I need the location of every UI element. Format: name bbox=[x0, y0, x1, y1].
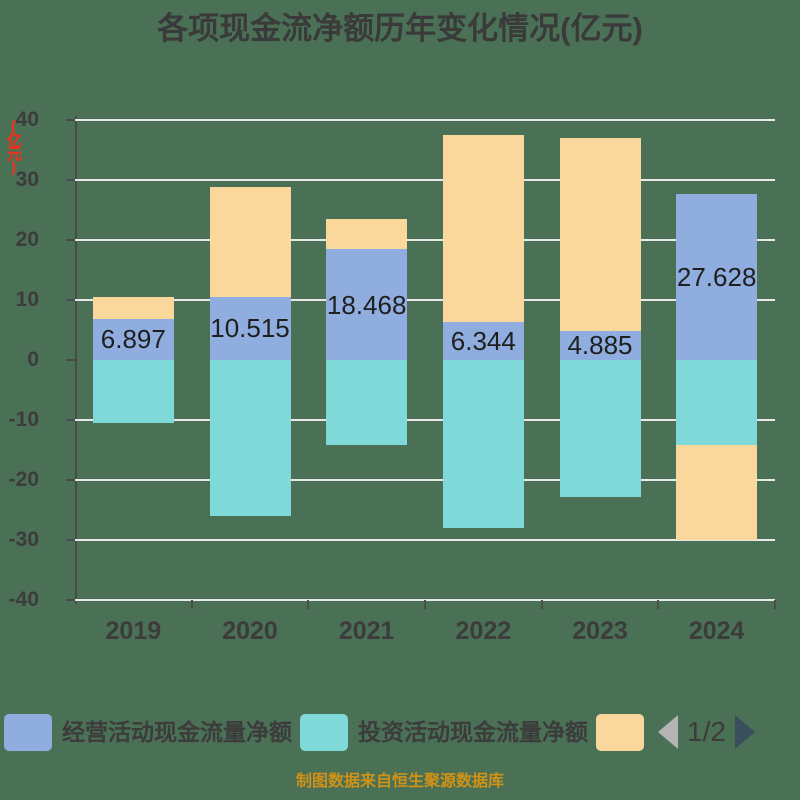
x-axis-label-2023: 2023 bbox=[572, 617, 628, 645]
y-axis-unit-label: (亿元) bbox=[5, 118, 22, 174]
bar-group[interactable]: 18.468 bbox=[326, 120, 408, 600]
y-axis-tick bbox=[66, 359, 75, 361]
page-title: 各项现金流净额历年变化情况(亿元) bbox=[157, 11, 643, 46]
bar-group[interactable]: 10.515 bbox=[209, 120, 291, 600]
gridline bbox=[75, 479, 775, 481]
y-axis-tick-label: -20 bbox=[8, 468, 39, 491]
x-axis-label-2021: 2021 bbox=[338, 617, 395, 645]
y-axis-tick-label: 0 bbox=[27, 348, 39, 371]
bar-segment-financing[interactable] bbox=[676, 445, 758, 540]
bar-segment-investing[interactable] bbox=[559, 360, 641, 497]
gridline bbox=[75, 119, 775, 121]
y-axis-tick bbox=[66, 119, 75, 121]
x-axis-tick bbox=[190, 600, 193, 609]
gridline bbox=[75, 359, 775, 361]
x-axis-label-2019: 2019 bbox=[105, 617, 162, 645]
legend-label: 投资活动现金流量净额 bbox=[358, 719, 588, 745]
bar-segment-investing[interactable] bbox=[92, 360, 174, 423]
bar-segment-operating[interactable] bbox=[559, 330, 641, 360]
y-axis-tick bbox=[66, 299, 75, 301]
y-axis-tick-label: -40 bbox=[8, 588, 39, 611]
x-axis-tick bbox=[657, 600, 660, 609]
bar-segment-financing[interactable] bbox=[209, 186, 291, 297]
legend-item[interactable]: 投资活动现金流量净额 bbox=[300, 713, 588, 751]
bar-segment-investing[interactable] bbox=[676, 360, 758, 446]
bar-segment-investing[interactable] bbox=[209, 360, 291, 516]
legend-pager: 1/2 bbox=[658, 715, 755, 749]
x-axis-tick bbox=[774, 600, 776, 609]
legend-item[interactable]: 经营活动现金流量净额 bbox=[4, 713, 292, 751]
bar-segment-financing[interactable] bbox=[92, 297, 174, 319]
y-axis-tick-label: 10 bbox=[15, 288, 39, 311]
x-axis-label-2022: 2022 bbox=[455, 617, 512, 645]
y-axis-tick bbox=[66, 179, 75, 181]
bar-segment-operating[interactable] bbox=[442, 321, 524, 360]
legend-label: 经营活动现金流量净额 bbox=[62, 719, 292, 745]
bar-segment-financing[interactable] bbox=[442, 134, 524, 322]
bar-segment-investing[interactable] bbox=[326, 360, 408, 446]
y-axis-tick bbox=[66, 239, 75, 241]
footer-attribution: 制图数据来自恒生聚源数据库 bbox=[295, 773, 504, 790]
legend-swatch bbox=[596, 713, 644, 751]
chart-legend: 经营活动现金流量净额 投资活动现金流量净额 1/2 bbox=[0, 706, 800, 758]
bar-group[interactable]: 4.885 bbox=[559, 120, 641, 600]
gridline bbox=[75, 539, 775, 541]
x-axis-label-2020: 2020 bbox=[222, 617, 278, 645]
y-axis-tick-label: 20 bbox=[15, 228, 39, 251]
bar-segment-financing[interactable] bbox=[326, 218, 408, 250]
y-axis-tick bbox=[66, 539, 75, 541]
y-axis-tick bbox=[66, 419, 75, 421]
plot-area: 40 30 20 10 0 -10 -20 -30 -40 6.897 10.515 18.468 6… bbox=[9, 109, 776, 645]
bar-group[interactable]: 6.897 bbox=[92, 120, 174, 600]
gridline bbox=[75, 419, 775, 421]
x-axis-tick bbox=[424, 600, 426, 609]
y-axis-tick bbox=[66, 599, 75, 601]
y-axis-tick-label: -30 bbox=[8, 528, 39, 551]
bar-group[interactable]: 27.628 bbox=[676, 120, 758, 600]
chevron-right-icon[interactable] bbox=[734, 715, 755, 749]
gridline bbox=[75, 239, 775, 241]
bar-segment-financing[interactable] bbox=[559, 138, 641, 331]
bar-segment-operating[interactable] bbox=[326, 249, 408, 360]
x-axis-tick bbox=[307, 600, 310, 609]
y-axis-tick-label: 30 bbox=[15, 168, 39, 191]
bar-segment-investing[interactable] bbox=[442, 360, 524, 528]
bar-segment-operating[interactable] bbox=[209, 296, 291, 360]
y-axis-tick-label: 40 bbox=[15, 108, 39, 131]
legend-swatch bbox=[300, 713, 348, 751]
gridline bbox=[75, 179, 775, 181]
gridline bbox=[75, 299, 775, 301]
legend-item[interactable] bbox=[596, 713, 644, 751]
chevron-left-icon[interactable] bbox=[658, 715, 678, 749]
y-axis-line bbox=[75, 116, 77, 604]
bar-segment-operating[interactable] bbox=[92, 318, 174, 360]
x-axis-tick bbox=[540, 600, 543, 609]
y-axis-tick bbox=[66, 479, 75, 481]
bar-group[interactable]: 6.344 bbox=[442, 120, 524, 600]
bar-segment-operating[interactable] bbox=[676, 194, 758, 360]
legend-swatch bbox=[4, 713, 52, 751]
y-axis-tick-label: -10 bbox=[8, 408, 39, 431]
pager-text: 1/2 bbox=[687, 716, 726, 747]
x-axis-label-2024: 2024 bbox=[688, 617, 745, 645]
